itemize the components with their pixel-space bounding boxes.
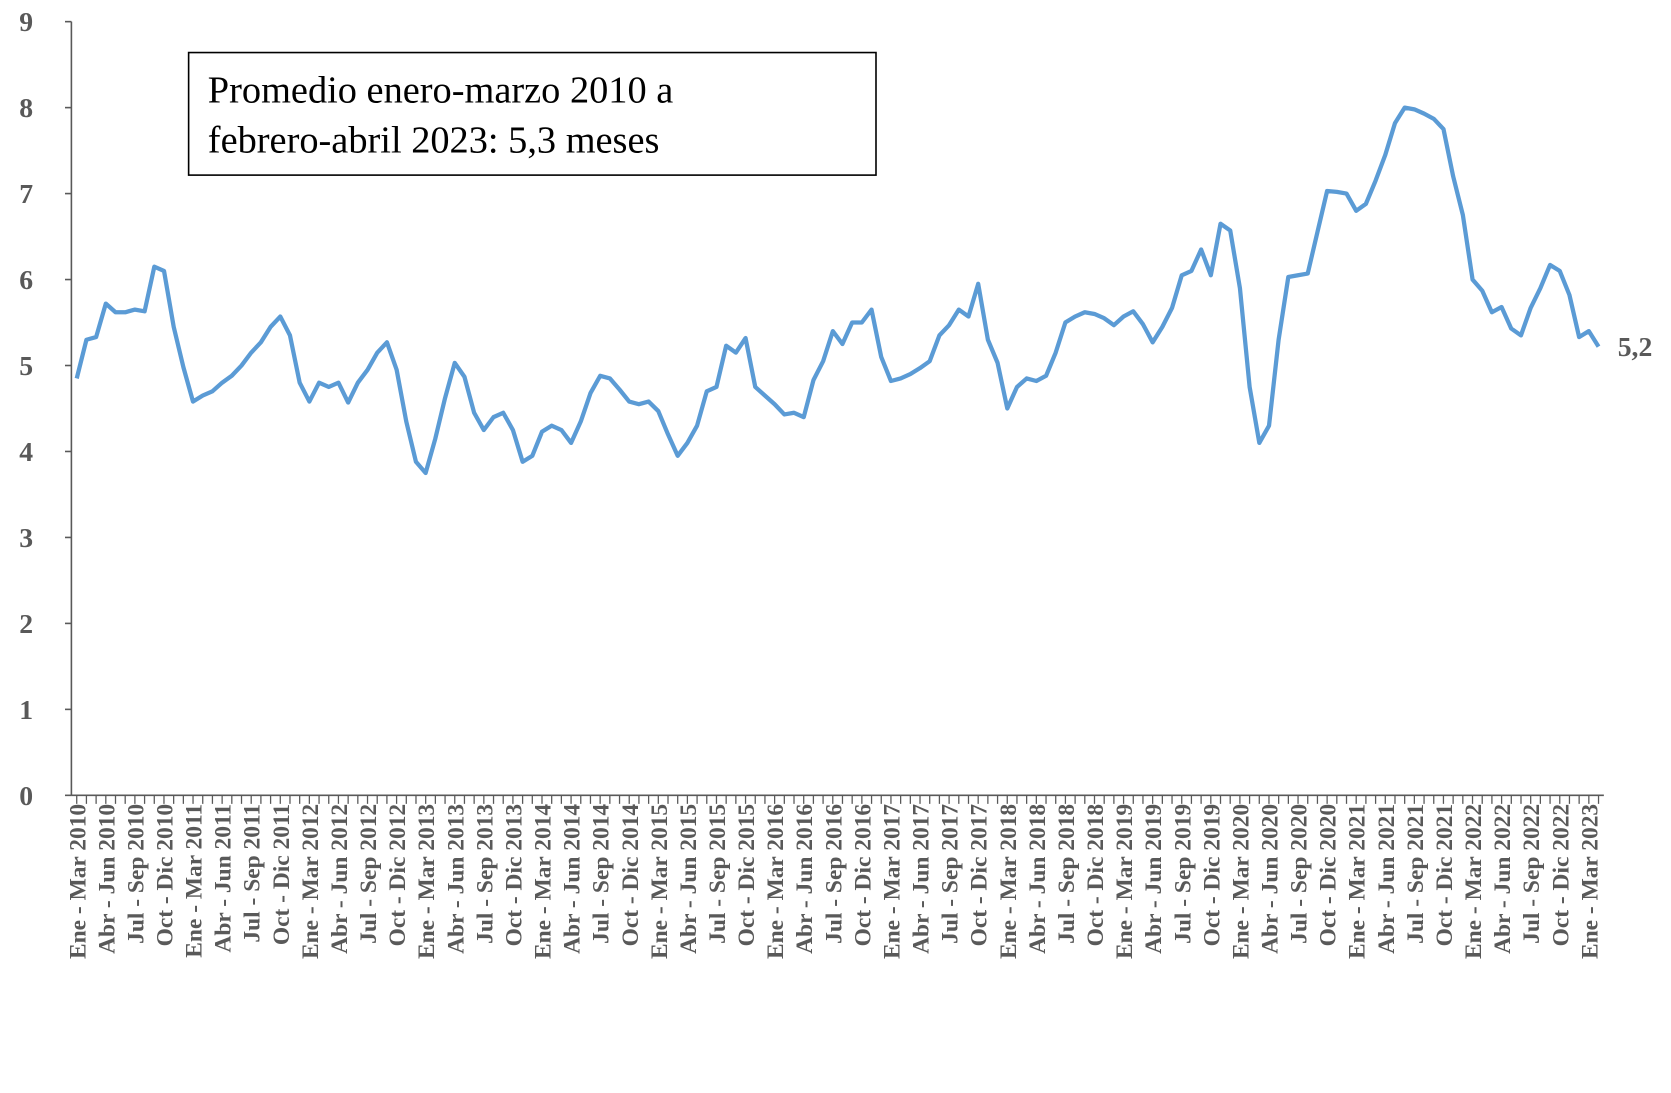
x-tick-label: Jul - Sep 2018 [1054,804,1080,944]
x-tick-label: Jul - Sep 2015 [705,804,731,944]
x-tick-label: Jul - Sep 2014 [589,804,615,944]
annotation-line: Promedio enero-marzo 2010 a [208,70,673,112]
x-tick-label: Abr - Jun 2019 [1141,804,1167,954]
y-tick-label: 4 [19,436,33,467]
x-tick-label: Ene - Mar 2021 [1345,804,1371,959]
x-tick-label: Abr - Jun 2020 [1257,804,1283,954]
y-tick-label: 8 [19,92,33,123]
x-tick-label: Abr - Jun 2010 [94,804,120,954]
x-tick-label: Ene - Mar 2019 [1112,804,1138,959]
x-tick-label: Abr - Jun 2013 [443,804,469,954]
x-tick-label: Abr - Jun 2014 [560,804,586,954]
x-tick-label: Ene - Mar 2020 [1228,804,1254,959]
x-tick-label: Abr - Jun 2021 [1374,804,1400,954]
x-tick-label: Ene - Mar 2014 [531,804,557,959]
x-tick-label: Jul - Sep 2017 [938,804,964,944]
y-tick-label: 7 [19,178,33,209]
x-tick-label: Ene - Mar 2015 [647,804,673,959]
x-tick-label: Jul - Sep 2016 [821,804,847,944]
x-tick-label: Oct - Dic 2021 [1432,804,1458,947]
x-tick-label: Oct - Dic 2010 [152,804,178,947]
x-tick-label: Oct - Dic 2013 [501,804,527,947]
x-tick-label: Ene - Mar 2016 [763,804,789,959]
x-tick-label: Jul - Sep 2019 [1170,804,1196,944]
x-tick-label: Abr - Jun 2022 [1490,804,1516,954]
x-tick-label: Oct - Dic 2019 [1199,804,1225,947]
x-tick-label: Oct - Dic 2018 [1083,804,1109,947]
x-tick-label: Oct - Dic 2017 [967,804,993,947]
x-tick-label: Abr - Jun 2018 [1025,804,1051,954]
x-tick-label: Oct - Dic 2022 [1548,804,1574,947]
annotation-box [187,51,877,176]
x-tick-label: Jul - Sep 2013 [472,804,498,944]
y-tick-label: 9 [19,6,33,37]
x-tick-label: Jul - Sep 2022 [1519,804,1545,944]
y-tick-label: 5 [19,350,33,381]
y-tick-label: 1 [19,694,33,725]
x-tick-label: Jul - Sep 2010 [123,804,149,944]
y-tick-label: 6 [19,264,33,295]
y-tick-label: 0 [19,780,33,811]
x-tick-label: Jul - Sep 2011 [240,804,266,943]
x-tick-label: Abr - Jun 2011 [211,804,237,953]
x-tick-label: Jul - Sep 2021 [1403,804,1429,944]
x-tick-label: Ene - Mar 2012 [298,804,324,959]
x-tick-label: Abr - Jun 2012 [327,804,353,954]
x-tick-label: Oct - Dic 2011 [269,804,295,945]
x-tick-label: Ene - Mar 2023 [1577,804,1603,959]
x-tick-label: Abr - Jun 2016 [792,804,818,954]
y-tick-label: 3 [19,522,33,553]
x-tick-label: Oct - Dic 2012 [385,804,411,947]
x-tick-label: Abr - Jun 2017 [909,804,935,954]
annotation-line: febrero-abril 2023: 5,3 meses [208,120,660,162]
x-tick-label: Ene - Mar 2013 [414,804,440,959]
x-tick-label: Ene - Mar 2010 [65,804,91,959]
x-tick-label: Abr - Jun 2015 [676,804,702,954]
x-tick-label: Ene - Mar 2018 [996,804,1022,959]
x-tick-label: Oct - Dic 2015 [734,804,760,947]
x-tick-label: Oct - Dic 2014 [618,804,644,947]
x-tick-label: Oct - Dic 2016 [850,804,876,947]
x-tick-label: Ene - Mar 2017 [879,804,905,959]
y-tick-label: 2 [19,608,33,639]
x-tick-label: Jul - Sep 2012 [356,804,382,944]
x-tick-label: Ene - Mar 2011 [182,804,208,958]
line-series [74,105,1601,476]
x-tick-label: Ene - Mar 2022 [1461,804,1487,959]
x-tick-label: Oct - Dic 2020 [1316,804,1342,947]
x-tick-label: Jul - Sep 2020 [1287,804,1313,944]
data-label: 5,2 [1618,331,1653,362]
